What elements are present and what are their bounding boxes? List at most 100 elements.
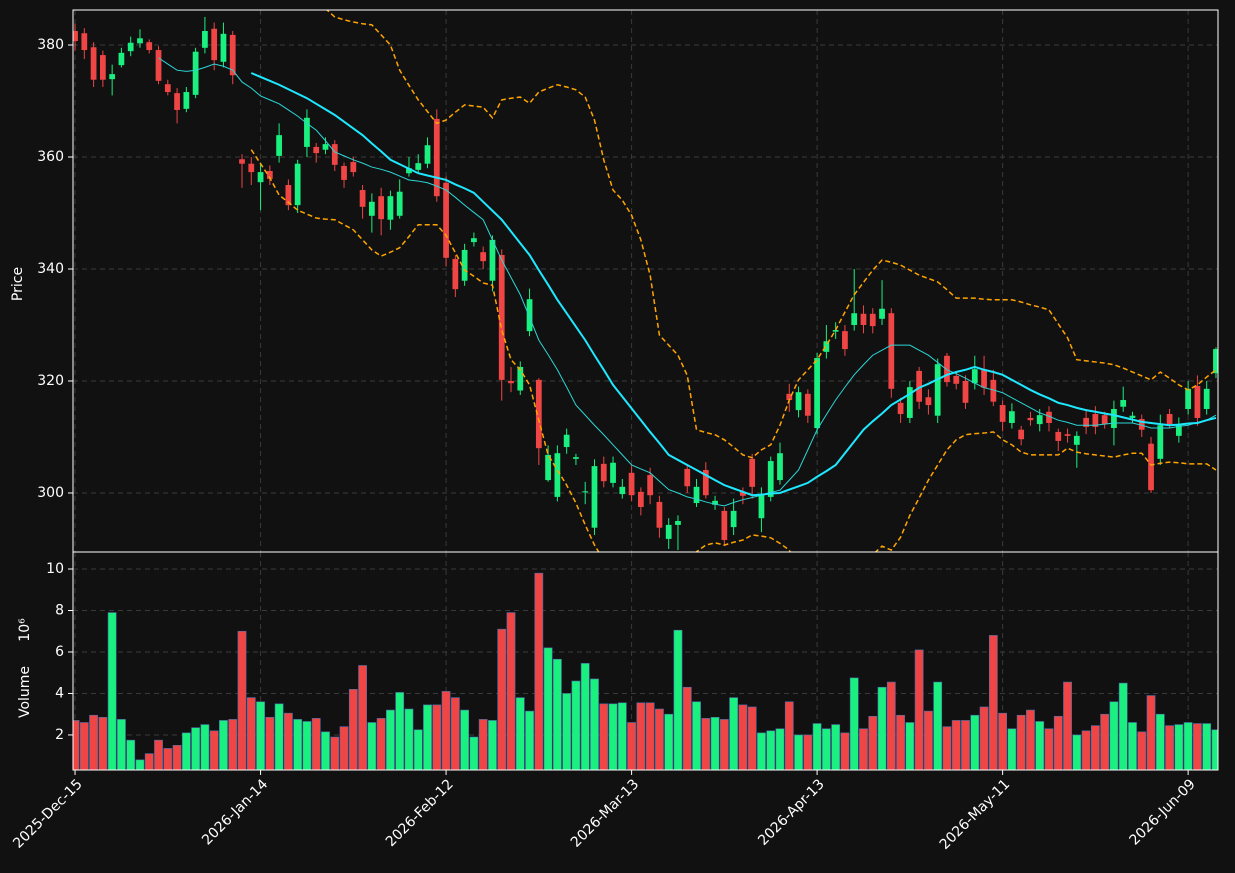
candle-body [1213, 349, 1218, 374]
candle-body [610, 462, 616, 483]
candle-body [109, 74, 116, 80]
volume-bar [747, 706, 757, 770]
volume-bar [73, 720, 80, 770]
candle-body [944, 355, 950, 383]
candle-body [137, 38, 143, 44]
y-tick-label: 2 [55, 727, 64, 743]
candle-body [239, 159, 245, 164]
volume-bar [144, 753, 154, 770]
candle-body [777, 453, 783, 481]
candle-body [322, 144, 329, 150]
y-axis-unit: 10⁶ [17, 618, 33, 642]
candle-body [1064, 434, 1071, 436]
volume-bar [1137, 731, 1147, 770]
volume-bar [803, 734, 813, 770]
candle-body [656, 501, 663, 528]
volume-bar [441, 691, 451, 770]
candle-body [563, 434, 570, 448]
band-line [325, 10, 1217, 459]
candle-body [591, 466, 598, 528]
volume-bar [209, 730, 219, 770]
volume-bar [886, 681, 896, 770]
candle-body [118, 52, 125, 66]
candle-body [1046, 411, 1052, 423]
candle-body [229, 34, 236, 76]
volume-bar [896, 714, 905, 770]
candle-body [675, 520, 681, 525]
volume-bar [1072, 734, 1082, 770]
candle-body [461, 249, 468, 281]
volume-bar [1081, 730, 1091, 770]
candle-body [1194, 386, 1201, 418]
volume-bar [246, 697, 256, 770]
candle-body [396, 191, 403, 216]
y-tick-label: 10 [46, 561, 64, 577]
candle-body [582, 491, 589, 493]
volume-bar [710, 717, 720, 770]
volume-bar [1016, 714, 1026, 770]
candle-body [313, 146, 320, 154]
volume-bar [413, 729, 423, 770]
candle-body [415, 163, 422, 170]
volume-bar [200, 724, 210, 770]
volume-bar [1165, 725, 1174, 770]
volume-bar [525, 710, 534, 770]
volume-bar [831, 724, 841, 770]
candle-body [183, 92, 190, 109]
volume-bar [358, 665, 367, 770]
candle-body [684, 468, 691, 487]
candle-body [730, 510, 737, 528]
volume-bar [636, 702, 646, 770]
candle-body [471, 238, 477, 243]
y-axis-label: Volume [17, 666, 33, 718]
candle-body [174, 93, 180, 110]
volume-bar [571, 680, 581, 770]
volume-frame [72, 551, 1219, 771]
candle-body [211, 28, 218, 61]
volume-bar [682, 686, 692, 770]
candle-body [99, 55, 106, 80]
volume-bar [627, 722, 636, 770]
volume-bar [1053, 715, 1063, 770]
volume-bar [590, 678, 599, 770]
candle-body [1027, 417, 1034, 421]
volume-panel [73, 572, 1218, 770]
volume-bar [979, 706, 989, 770]
volume-bar [1155, 713, 1165, 770]
candle-body [842, 331, 848, 350]
volume-bar [293, 719, 303, 770]
volume-bar [970, 714, 980, 770]
volume-bar [469, 736, 479, 770]
volume-bar [933, 681, 943, 770]
volume-bar [766, 730, 776, 770]
volume-bar [311, 718, 321, 770]
candle-body [545, 454, 551, 481]
candle-body [851, 313, 858, 325]
candle-body [832, 330, 839, 332]
y-axis-label: Price [10, 267, 26, 301]
volume-bar [942, 726, 952, 770]
candle-body [387, 196, 394, 220]
candle-body [628, 472, 635, 496]
candle-body [1175, 425, 1182, 436]
candle-body [1101, 415, 1108, 425]
grid-layer [73, 10, 1218, 770]
candle-body [480, 252, 487, 262]
volume-bar [757, 732, 766, 770]
volume-bar [302, 721, 312, 770]
candle-body [869, 313, 876, 327]
volume-bar [330, 736, 340, 770]
volume-bar [914, 649, 924, 770]
candle-body [1073, 435, 1080, 445]
volume-bar [924, 710, 933, 770]
candle-body [331, 144, 338, 165]
volume-bar [460, 709, 470, 770]
volume-bar [432, 704, 442, 770]
y-tick-label: 320 [37, 373, 64, 389]
candle-body [767, 461, 774, 497]
volume-bar [1128, 722, 1137, 770]
candle-body [90, 47, 97, 80]
candle-body [1092, 414, 1099, 427]
candle-body [276, 135, 282, 156]
